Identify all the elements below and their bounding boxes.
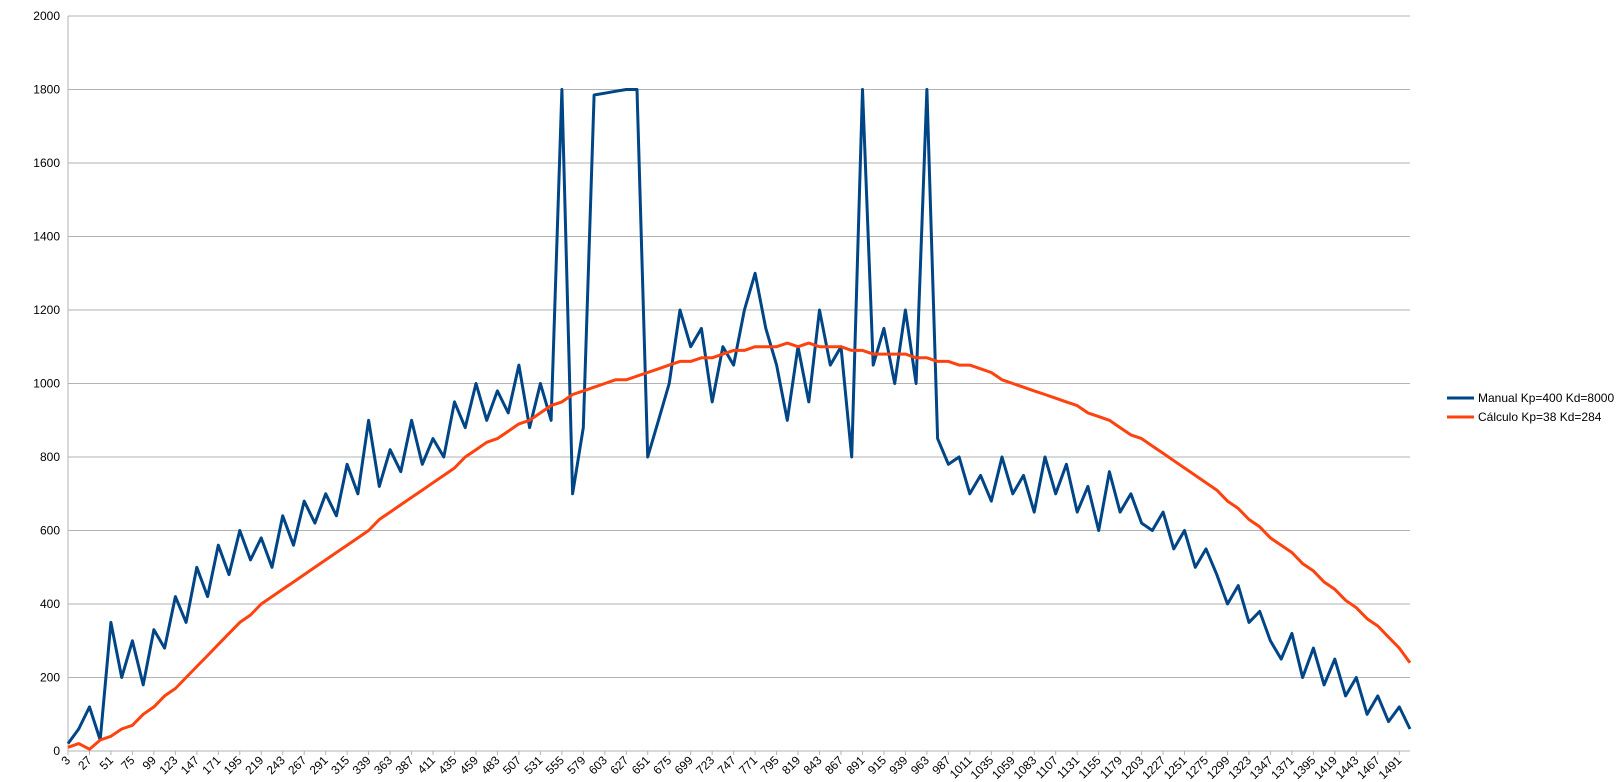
y-tick-label: 400 <box>40 597 60 611</box>
x-tick-label: 1059 <box>989 753 1018 782</box>
x-tick-label: 1371 <box>1268 753 1297 782</box>
x-tick-label: 123 <box>156 753 180 777</box>
x-tick-label: 411 <box>415 753 439 777</box>
x-tick-label: 1251 <box>1161 753 1190 782</box>
series-line <box>67 341 1412 751</box>
x-tick-label: 99 <box>140 753 160 773</box>
x-tick-label: 267 <box>285 753 309 777</box>
x-tick-label: 1083 <box>1011 753 1040 782</box>
x-tick-label: 1011 <box>947 753 975 781</box>
x-tick-label: 939 <box>886 753 910 777</box>
x-tick-label: 435 <box>436 753 460 777</box>
x-tick-label: 27 <box>75 753 95 773</box>
x-tick-label: 315 <box>328 753 352 777</box>
y-tick-label: 1400 <box>33 230 60 244</box>
x-tick-label: 627 <box>607 753 631 777</box>
x-tick-label: 819 <box>779 753 803 777</box>
x-tick-label: 459 <box>457 753 481 777</box>
x-tick-label: 603 <box>586 753 610 777</box>
x-tick-label: 1299 <box>1204 753 1233 782</box>
x-tick-label: 75 <box>118 753 138 773</box>
x-tick-label: 747 <box>715 753 739 777</box>
x-tick-label: 1395 <box>1290 753 1319 782</box>
x-tick-label: 171 <box>199 753 223 777</box>
x-tick-label: 1035 <box>968 753 997 782</box>
x-tick-label: 1203 <box>1118 753 1147 782</box>
x-tick-label: 1443 <box>1333 753 1362 782</box>
x-tick-label: 363 <box>371 753 395 777</box>
x-tick-label: 723 <box>693 753 717 777</box>
x-tick-label: 219 <box>242 753 266 777</box>
y-tick-label: 0 <box>53 744 60 758</box>
y-tick-label: 200 <box>40 671 60 685</box>
x-tick-label: 1227 <box>1139 753 1168 782</box>
x-tick-label: 699 <box>672 753 696 777</box>
x-tick-label: 1275 <box>1182 753 1211 782</box>
legend-label: Manual Kp=400 Kd=8000 <box>1478 391 1614 405</box>
series-line <box>66 88 1412 745</box>
x-tick-label: 1491 <box>1376 753 1405 782</box>
x-tick-label: 843 <box>801 753 825 777</box>
y-tick-label: 1800 <box>33 83 60 97</box>
x-tick-label: 963 <box>908 753 932 777</box>
y-tick-label: 1000 <box>33 377 60 391</box>
x-tick-label: 243 <box>264 753 288 777</box>
x-tick-label: 1467 <box>1354 753 1383 782</box>
x-tick-label: 891 <box>844 753 868 777</box>
x-tick-label: 291 <box>307 753 331 777</box>
x-tick-label: 555 <box>543 753 567 777</box>
x-tick-label: 1107 <box>1033 753 1061 781</box>
x-tick-label: 771 <box>736 753 760 777</box>
x-tick-label: 507 <box>500 753 524 777</box>
x-tick-label: 531 <box>521 753 545 777</box>
y-tick-label: 1600 <box>33 156 60 170</box>
x-tick-label: 915 <box>865 753 889 777</box>
x-tick-label: 1419 <box>1311 753 1340 782</box>
x-tick-label: 339 <box>350 753 374 777</box>
x-tick-label: 579 <box>564 753 588 777</box>
x-tick-label: 3 <box>58 753 73 768</box>
x-tick-label: 675 <box>650 753 674 777</box>
x-tick-label: 1179 <box>1097 753 1125 781</box>
x-tick-label: 1347 <box>1247 753 1276 782</box>
x-tick-label: 867 <box>822 753 846 777</box>
y-tick-label: 600 <box>40 524 60 538</box>
y-tick-label: 800 <box>40 450 60 464</box>
x-tick-label: 1155 <box>1076 753 1104 781</box>
x-tick-label: 51 <box>97 753 117 773</box>
x-tick-label: 147 <box>178 753 202 777</box>
x-tick-label: 1323 <box>1225 753 1254 782</box>
x-tick-label: 387 <box>393 753 417 777</box>
y-tick-label: 2000 <box>33 9 60 23</box>
x-tick-label: 795 <box>758 753 782 777</box>
x-tick-label: 651 <box>629 753 653 777</box>
x-tick-label: 1131 <box>1054 753 1082 781</box>
x-tick-label: 195 <box>221 753 245 777</box>
x-tick-label: 483 <box>478 753 502 777</box>
y-tick-label: 1200 <box>33 303 60 317</box>
legend-label: Cálculo Kp=38 Kd=284 <box>1478 410 1602 424</box>
